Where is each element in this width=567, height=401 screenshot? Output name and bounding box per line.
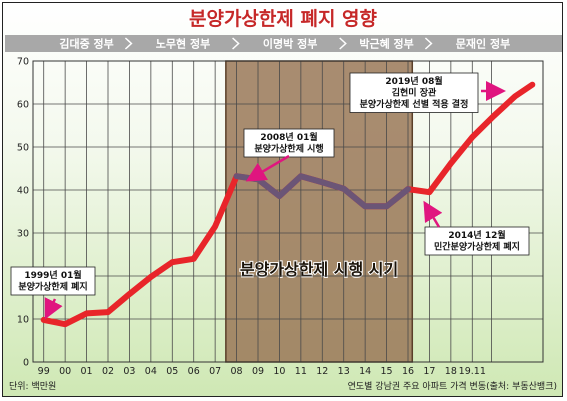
chart: 분양가상한제 폐지 영향 김대중 정부 노무현 정부 이명박 정부 박근혜 정부 문재인… bbox=[5, 7, 562, 392]
series bbox=[40, 81, 536, 328]
x-tick-label: 07 bbox=[209, 366, 221, 377]
annotation-arrow bbox=[245, 154, 290, 182]
x-tick-label: 04 bbox=[145, 366, 157, 377]
x-tick-label: 06 bbox=[188, 366, 200, 377]
x-tick-label: 18 bbox=[445, 366, 457, 377]
annotation-text: 1999년 01월 bbox=[24, 269, 81, 281]
annotation-arrow bbox=[423, 200, 443, 228]
era-label: 이명박 정부 bbox=[263, 37, 317, 51]
y-tick-label: 70 bbox=[17, 57, 29, 68]
chart-frame: 분양가상한제 폐지 영향 김대중 정부 노무현 정부 이명박 정부 박근혜 정부 문재인… bbox=[2, 2, 563, 397]
annotation-box bbox=[424, 226, 530, 256]
annotation-box bbox=[10, 266, 96, 296]
x-tick-label: 15 bbox=[381, 366, 393, 377]
chart-title: 분양가상한제 폐지 영향 bbox=[189, 8, 378, 30]
y-tick-label: 40 bbox=[17, 186, 29, 197]
annotation-box bbox=[349, 72, 479, 113]
x-tick-label: 12 bbox=[316, 366, 328, 377]
x-tick-label: 05 bbox=[166, 366, 178, 377]
source-label: 연도별 강남권 주요 아파트 가격 변동(출처: 부동산뱅크) bbox=[348, 380, 557, 392]
x-tick-label: 16 bbox=[402, 366, 414, 377]
y-tick-label: 10 bbox=[17, 315, 29, 326]
grid bbox=[32, 60, 544, 363]
annotation-text: 분양가상한제 선별 적용 결정 bbox=[360, 98, 469, 110]
annotation-text: 분양가상한제 시행 bbox=[254, 143, 323, 155]
era-label: 박근혜 정부 bbox=[359, 37, 413, 51]
annotation-text: 2019년 08월 bbox=[385, 75, 442, 87]
x-tick-label: 11 bbox=[295, 366, 307, 377]
era-label: 김대중 정부 bbox=[59, 37, 113, 51]
y-tick-label: 0 bbox=[23, 358, 29, 369]
series-line-period bbox=[233, 173, 411, 210]
y-tick-label: 60 bbox=[17, 100, 29, 111]
era-arrow bbox=[232, 37, 240, 50]
unit-label: 단위: 백만원 bbox=[9, 381, 56, 392]
annotation-text: 분양가상한제 폐지 bbox=[18, 281, 87, 293]
axes: 0102030405060709900010203040506070809101… bbox=[17, 57, 486, 378]
annotation-text: 김현미 장관 bbox=[392, 87, 437, 99]
x-tick-label: 14 bbox=[359, 366, 371, 377]
annotation-box bbox=[243, 128, 335, 158]
annotation-text: 민간분양가상한제 폐지 bbox=[434, 241, 520, 253]
annotation-arrow bbox=[44, 297, 63, 320]
x-tick-label: 02 bbox=[102, 366, 114, 377]
annotation-text: 2008년 01월 bbox=[260, 131, 317, 143]
y-tick-label: 50 bbox=[17, 143, 29, 154]
x-tick-label: 08 bbox=[231, 366, 243, 377]
era-bar: 김대중 정부 노무현 정부 이명박 정부 박근혜 정부 문재인 정부 bbox=[5, 35, 562, 52]
x-tick-label: 03 bbox=[123, 366, 135, 377]
era-label: 문재인 정부 bbox=[456, 37, 510, 51]
x-tick-label: 13 bbox=[338, 366, 350, 377]
era-label: 노무현 정부 bbox=[156, 37, 210, 51]
era-arrow bbox=[124, 37, 133, 50]
x-tick-label: 99 bbox=[38, 366, 50, 377]
x-tick-label: 19.11 bbox=[459, 366, 486, 377]
era-arrow bbox=[424, 37, 433, 50]
x-tick-label: 10 bbox=[273, 366, 285, 377]
y-tick-label: 30 bbox=[17, 229, 29, 240]
x-tick-label: 00 bbox=[59, 366, 71, 377]
x-tick-label: 01 bbox=[81, 366, 93, 377]
era-arrow bbox=[339, 37, 347, 50]
x-tick-label: 17 bbox=[423, 366, 435, 377]
x-tick-label: 09 bbox=[252, 366, 264, 377]
annotation-text: 2014년 12월 bbox=[448, 229, 505, 241]
